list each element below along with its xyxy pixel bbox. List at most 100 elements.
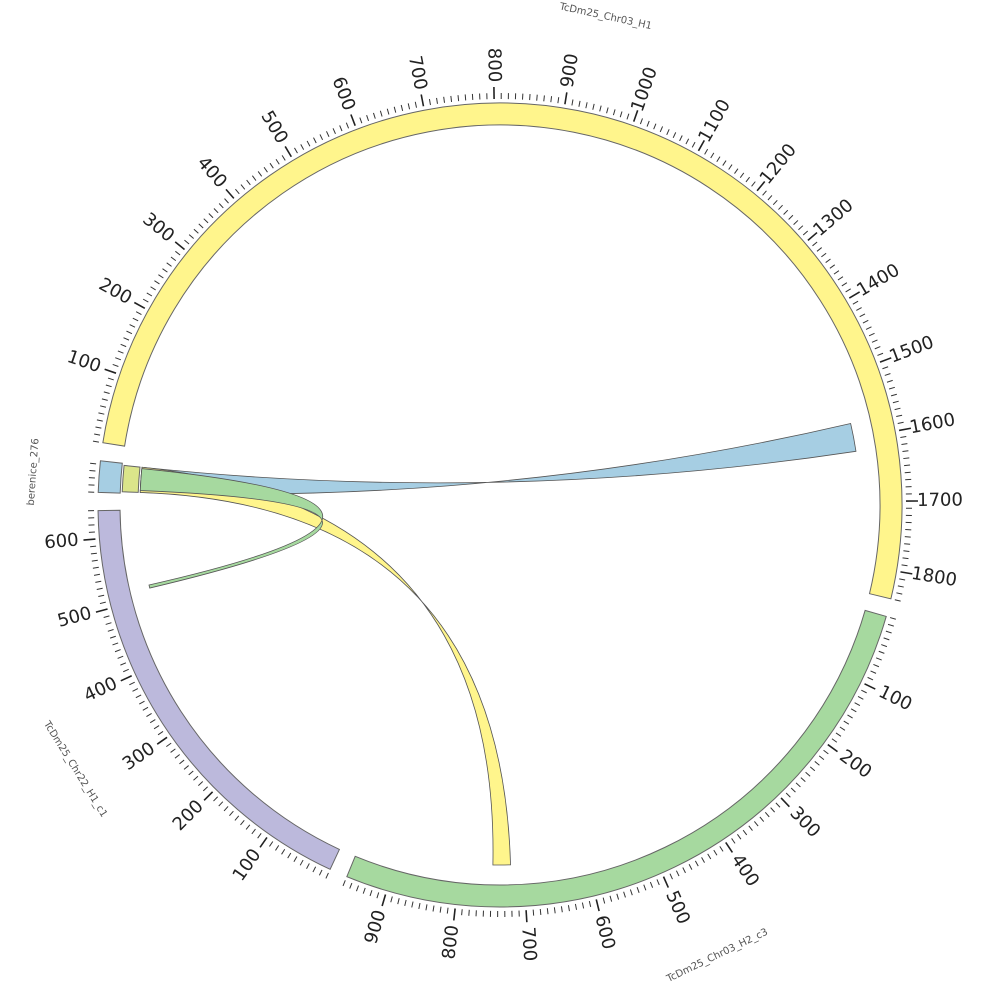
- links-layer: [139, 422, 857, 866]
- minor-tick: [897, 421, 904, 424]
- minor-tick: [592, 103, 595, 110]
- tick-label-TcDm25_Chr03_H1-300: 300: [138, 209, 178, 247]
- minor-tick: [461, 909, 463, 916]
- minor-tick: [857, 695, 864, 700]
- minor-tick: [885, 630, 892, 634]
- minor-tick: [123, 668, 129, 673]
- minor-tick: [120, 343, 127, 348]
- minor-tick: [126, 330, 133, 335]
- minor-tick: [831, 738, 838, 743]
- minor-tick: [626, 113, 630, 120]
- minor-tick: [894, 599, 901, 602]
- minor-tick: [719, 846, 724, 852]
- tick-label-TcDm25_Chr03_H2_c3-800: 800: [439, 924, 464, 960]
- minor-tick: [150, 286, 156, 291]
- tick-label-TcDm25_Chr03_H2_c3-900: 900: [361, 908, 391, 947]
- minor-tick: [313, 137, 317, 144]
- minor-tick: [142, 706, 149, 711]
- minor-tick: [257, 171, 263, 177]
- minor-tick: [275, 845, 280, 851]
- minor-tick: [812, 241, 818, 247]
- minor-tick: [904, 464, 911, 467]
- minor-tick: [198, 781, 204, 786]
- minor-tick: [123, 337, 130, 341]
- minor-tick: [95, 580, 102, 583]
- minor-tick: [823, 749, 829, 755]
- minor-tick: [90, 552, 97, 555]
- minor-tick: [734, 168, 739, 174]
- minor-tick: [707, 853, 712, 860]
- minor-tick: [557, 97, 560, 104]
- tick-label-TcDm25_Chr03_H1-700: 700: [404, 54, 431, 92]
- major-tick: [174, 241, 186, 251]
- minor-tick: [688, 864, 693, 870]
- segment-label-TcDm25_Chr03_H2_c3: TcDm25_Chr03_H2_c3: [664, 927, 770, 986]
- minor-tick: [571, 99, 574, 106]
- minor-tick: [379, 110, 383, 117]
- minor-tick: [694, 860, 699, 867]
- minor-tick: [91, 559, 98, 562]
- segment-arc-TcDm25_Chr03_H2_c3: [346, 609, 887, 908]
- minor-tick: [679, 135, 683, 142]
- minor-tick: [132, 317, 139, 322]
- minor-tick: [745, 176, 750, 183]
- minor-tick: [731, 838, 736, 844]
- minor-tick: [728, 164, 733, 170]
- minor-tick: [682, 867, 686, 874]
- minor-tick: [407, 103, 411, 110]
- minor-tick: [691, 141, 696, 148]
- minor-tick: [425, 904, 428, 911]
- minor-tick: [722, 160, 727, 166]
- tick-label-TcDm25_Chr03_H1-200: 200: [95, 274, 135, 309]
- minor-tick: [829, 264, 836, 269]
- minor-tick: [235, 188, 240, 195]
- major-tick: [452, 908, 456, 921]
- minor-tick: [432, 905, 435, 912]
- minor-tick: [585, 102, 588, 109]
- tick-label-TcDm25_Chr03_H2_c3-600: 600: [591, 913, 620, 951]
- segment-label-TcDm25_Chr03_H1: TcDm25_Chr03_H1: [557, 1, 652, 32]
- tick-label-TcDm25_Chr03_H2_c3-700: 700: [517, 926, 540, 962]
- minor-tick: [166, 262, 172, 267]
- minor-tick: [875, 657, 882, 661]
- minor-tick: [629, 889, 633, 896]
- minor-tick: [281, 848, 286, 855]
- minor-tick: [95, 426, 102, 429]
- major-tick: [95, 608, 108, 613]
- minor-tick: [117, 350, 124, 354]
- minor-tick: [93, 573, 101, 576]
- minor-tick: [299, 859, 304, 866]
- minor-tick: [751, 181, 756, 187]
- minor-tick: [710, 152, 715, 159]
- ticks-layer: [83, 87, 918, 923]
- minor-tick: [362, 887, 366, 894]
- tick-label-TcDm25_Chr03_H1-400: 400: [193, 153, 231, 193]
- minor-tick: [847, 714, 853, 719]
- minor-tick: [325, 872, 329, 879]
- minor-tick: [142, 298, 149, 303]
- tick-label-TcDm25_Chr03_H1-1200: 1200: [756, 140, 801, 189]
- minor-tick: [825, 258, 831, 263]
- minor-tick: [809, 766, 816, 772]
- minor-tick: [234, 815, 240, 821]
- minor-tick: [639, 118, 643, 125]
- minor-tick: [870, 670, 877, 674]
- minor-tick: [464, 94, 467, 101]
- minor-tick: [814, 761, 820, 766]
- minor-tick: [737, 834, 742, 840]
- minor-tick: [345, 122, 350, 129]
- minor-tick: [223, 806, 229, 812]
- minor-tick: [90, 545, 97, 548]
- minor-tick: [213, 796, 219, 802]
- minor-tick: [904, 543, 911, 545]
- major-tick: [662, 876, 670, 888]
- minor-tick: [884, 373, 891, 376]
- minor-tick: [850, 708, 857, 713]
- minor-tick: [748, 825, 753, 831]
- minor-tick: [135, 311, 142, 315]
- minor-tick: [263, 166, 268, 173]
- minor-tick: [790, 787, 796, 793]
- minor-tick: [366, 115, 370, 122]
- minor-tick: [896, 414, 903, 418]
- minor-tick: [778, 204, 783, 210]
